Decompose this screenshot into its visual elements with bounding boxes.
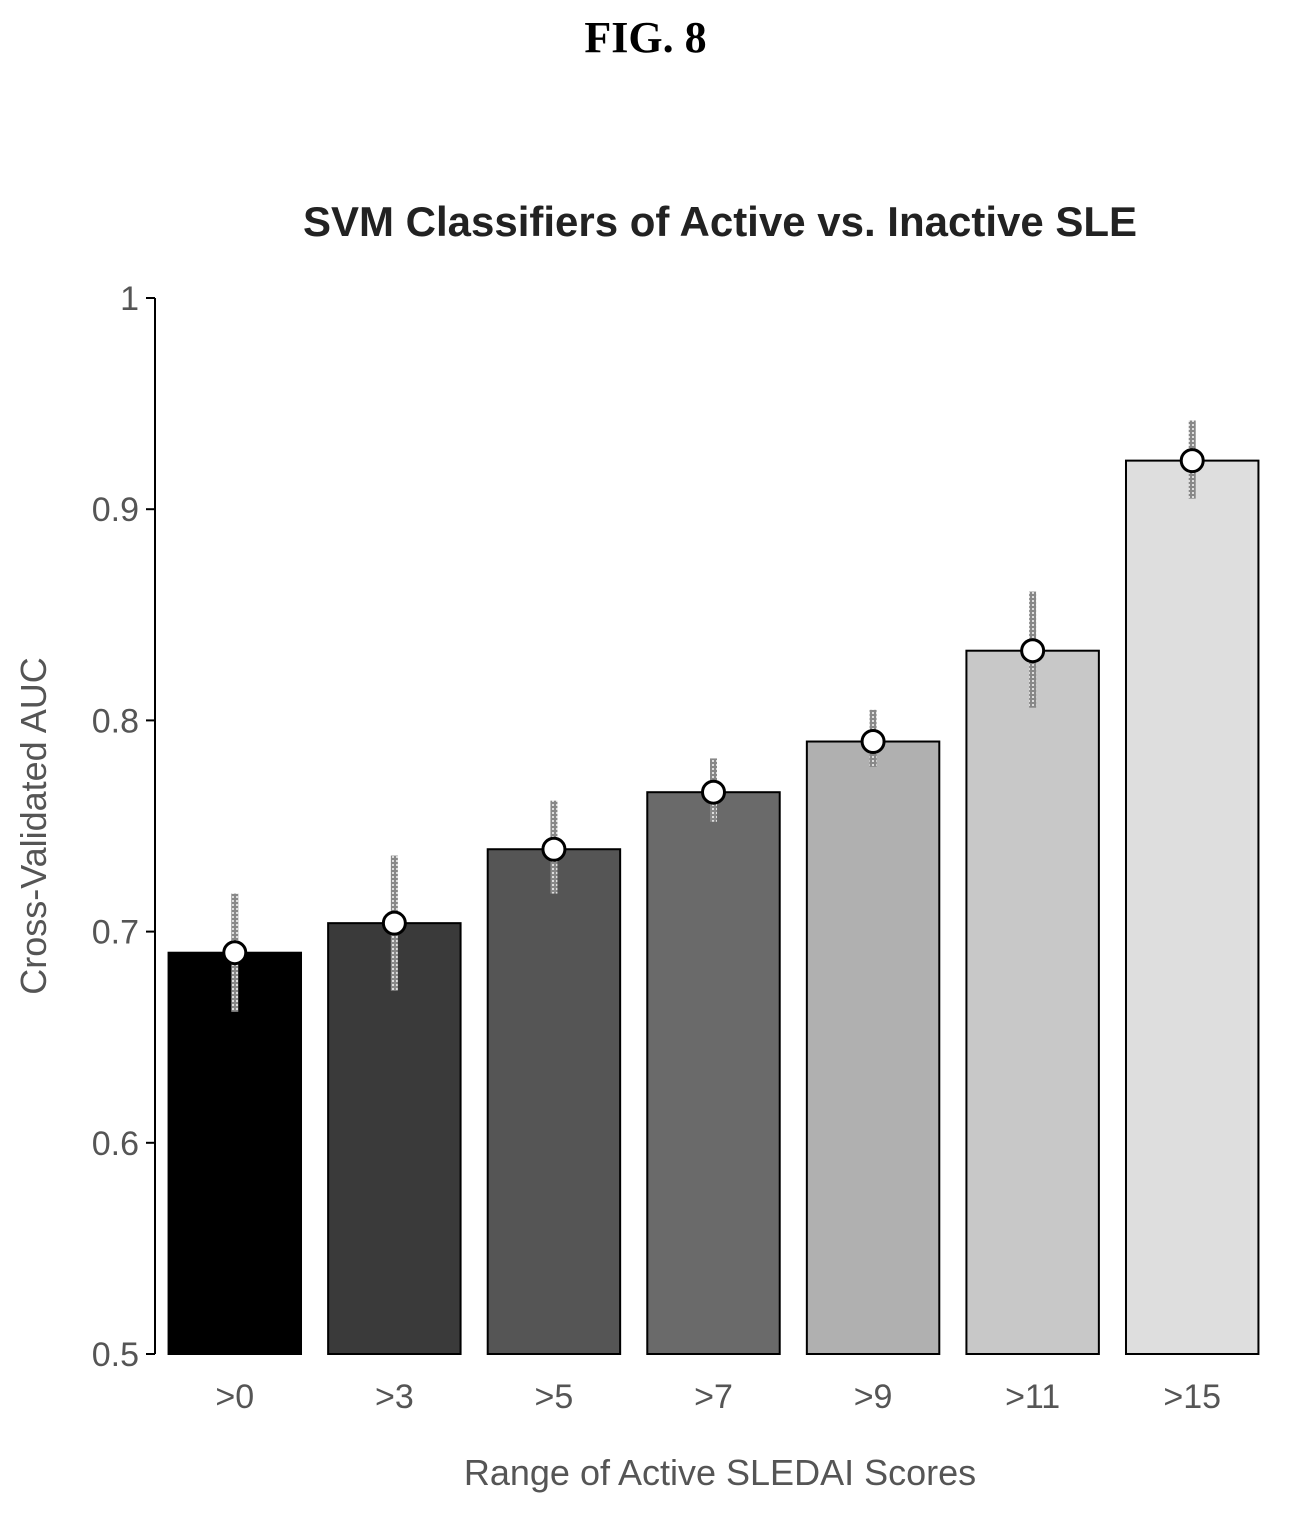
x-tick-label-5: >11 (1005, 1378, 1060, 1416)
x-tick-label-2: >5 (535, 1378, 574, 1416)
mean-marker-4 (860, 729, 886, 755)
x-axis-label: Range of Active SLEDAI Scores (463, 1452, 977, 1493)
x-tick-label-6: >15 (1163, 1378, 1221, 1416)
bar-4 (805, 740, 941, 1355)
y-tick-label-3: 0.8 (92, 702, 139, 740)
x-tick-label-0: >0 (215, 1378, 254, 1416)
axes: >0 >3 >5 >7 >9 >11 >15 0.5 0.6 0.7 0.8 0.9 1 (92, 280, 1221, 1416)
bar-3 (646, 791, 781, 1355)
y-tick-label-2: 0.7 (92, 914, 139, 952)
bars-layer (167, 420, 1260, 1355)
mean-marker-2 (541, 836, 567, 862)
x-tick-label-3: >7 (694, 1378, 733, 1416)
y-tick-label-0: 0.5 (92, 1336, 139, 1374)
figure-label: FIG. 8 (584, 13, 707, 62)
mean-marker-5 (1020, 638, 1046, 664)
bar-6 (1124, 459, 1260, 1355)
mean-marker-3 (701, 779, 726, 805)
y-tick-label-1: 0.6 (92, 1125, 139, 1163)
bar-0 (167, 951, 303, 1355)
y-tick-label-5: 1 (120, 280, 139, 318)
mean-marker-0 (222, 940, 248, 966)
y-tick-label-4: 0.9 (92, 491, 139, 529)
x-tick-label-4: >9 (854, 1378, 893, 1416)
bar-2 (486, 848, 622, 1355)
y-axis-label: Cross-Validated AUC (13, 657, 54, 995)
mean-marker-6 (1179, 448, 1205, 474)
chart-title: SVM Classifiers of Active vs. Inactive S… (302, 198, 1138, 245)
x-tick-label-1: >3 (375, 1378, 414, 1416)
mean-marker-1 (381, 910, 407, 936)
bar-5 (965, 649, 1100, 1355)
